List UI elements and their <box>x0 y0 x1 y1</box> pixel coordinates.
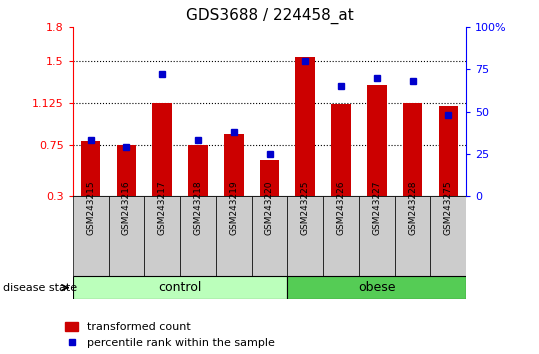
Text: obese: obese <box>358 281 396 294</box>
Bar <box>73 196 108 276</box>
Text: GSM243275: GSM243275 <box>444 180 453 235</box>
Text: GSM243218: GSM243218 <box>194 180 203 235</box>
Bar <box>439 106 458 196</box>
Text: GSM243225: GSM243225 <box>301 180 310 235</box>
Bar <box>116 145 136 196</box>
Text: GSM243217: GSM243217 <box>158 180 167 235</box>
Bar <box>367 85 386 196</box>
Bar <box>395 196 431 276</box>
Bar <box>260 160 279 196</box>
Bar <box>81 141 100 196</box>
Bar <box>323 196 359 276</box>
Bar <box>224 134 244 196</box>
Legend: transformed count, percentile rank within the sample: transformed count, percentile rank withi… <box>65 322 275 348</box>
Text: GSM243215: GSM243215 <box>86 180 95 235</box>
Bar <box>73 276 287 299</box>
Bar <box>295 57 315 196</box>
Bar <box>216 196 252 276</box>
Text: GSM243226: GSM243226 <box>336 180 345 235</box>
Bar <box>287 276 466 299</box>
Text: GSM243216: GSM243216 <box>122 180 131 235</box>
Text: GSM243220: GSM243220 <box>265 180 274 235</box>
Text: GSM243219: GSM243219 <box>229 180 238 235</box>
Bar <box>188 145 208 196</box>
Bar <box>108 196 144 276</box>
Bar <box>144 196 180 276</box>
Bar <box>359 196 395 276</box>
Bar <box>431 196 466 276</box>
Bar <box>287 196 323 276</box>
Bar <box>180 196 216 276</box>
Bar <box>331 104 351 196</box>
Text: GSM243227: GSM243227 <box>372 180 381 235</box>
Text: GSM243228: GSM243228 <box>408 180 417 235</box>
Bar <box>153 103 172 196</box>
Title: GDS3688 / 224458_at: GDS3688 / 224458_at <box>185 7 354 24</box>
Bar <box>252 196 287 276</box>
Bar <box>403 103 423 196</box>
Text: disease state: disease state <box>3 282 77 293</box>
Text: control: control <box>158 281 202 294</box>
